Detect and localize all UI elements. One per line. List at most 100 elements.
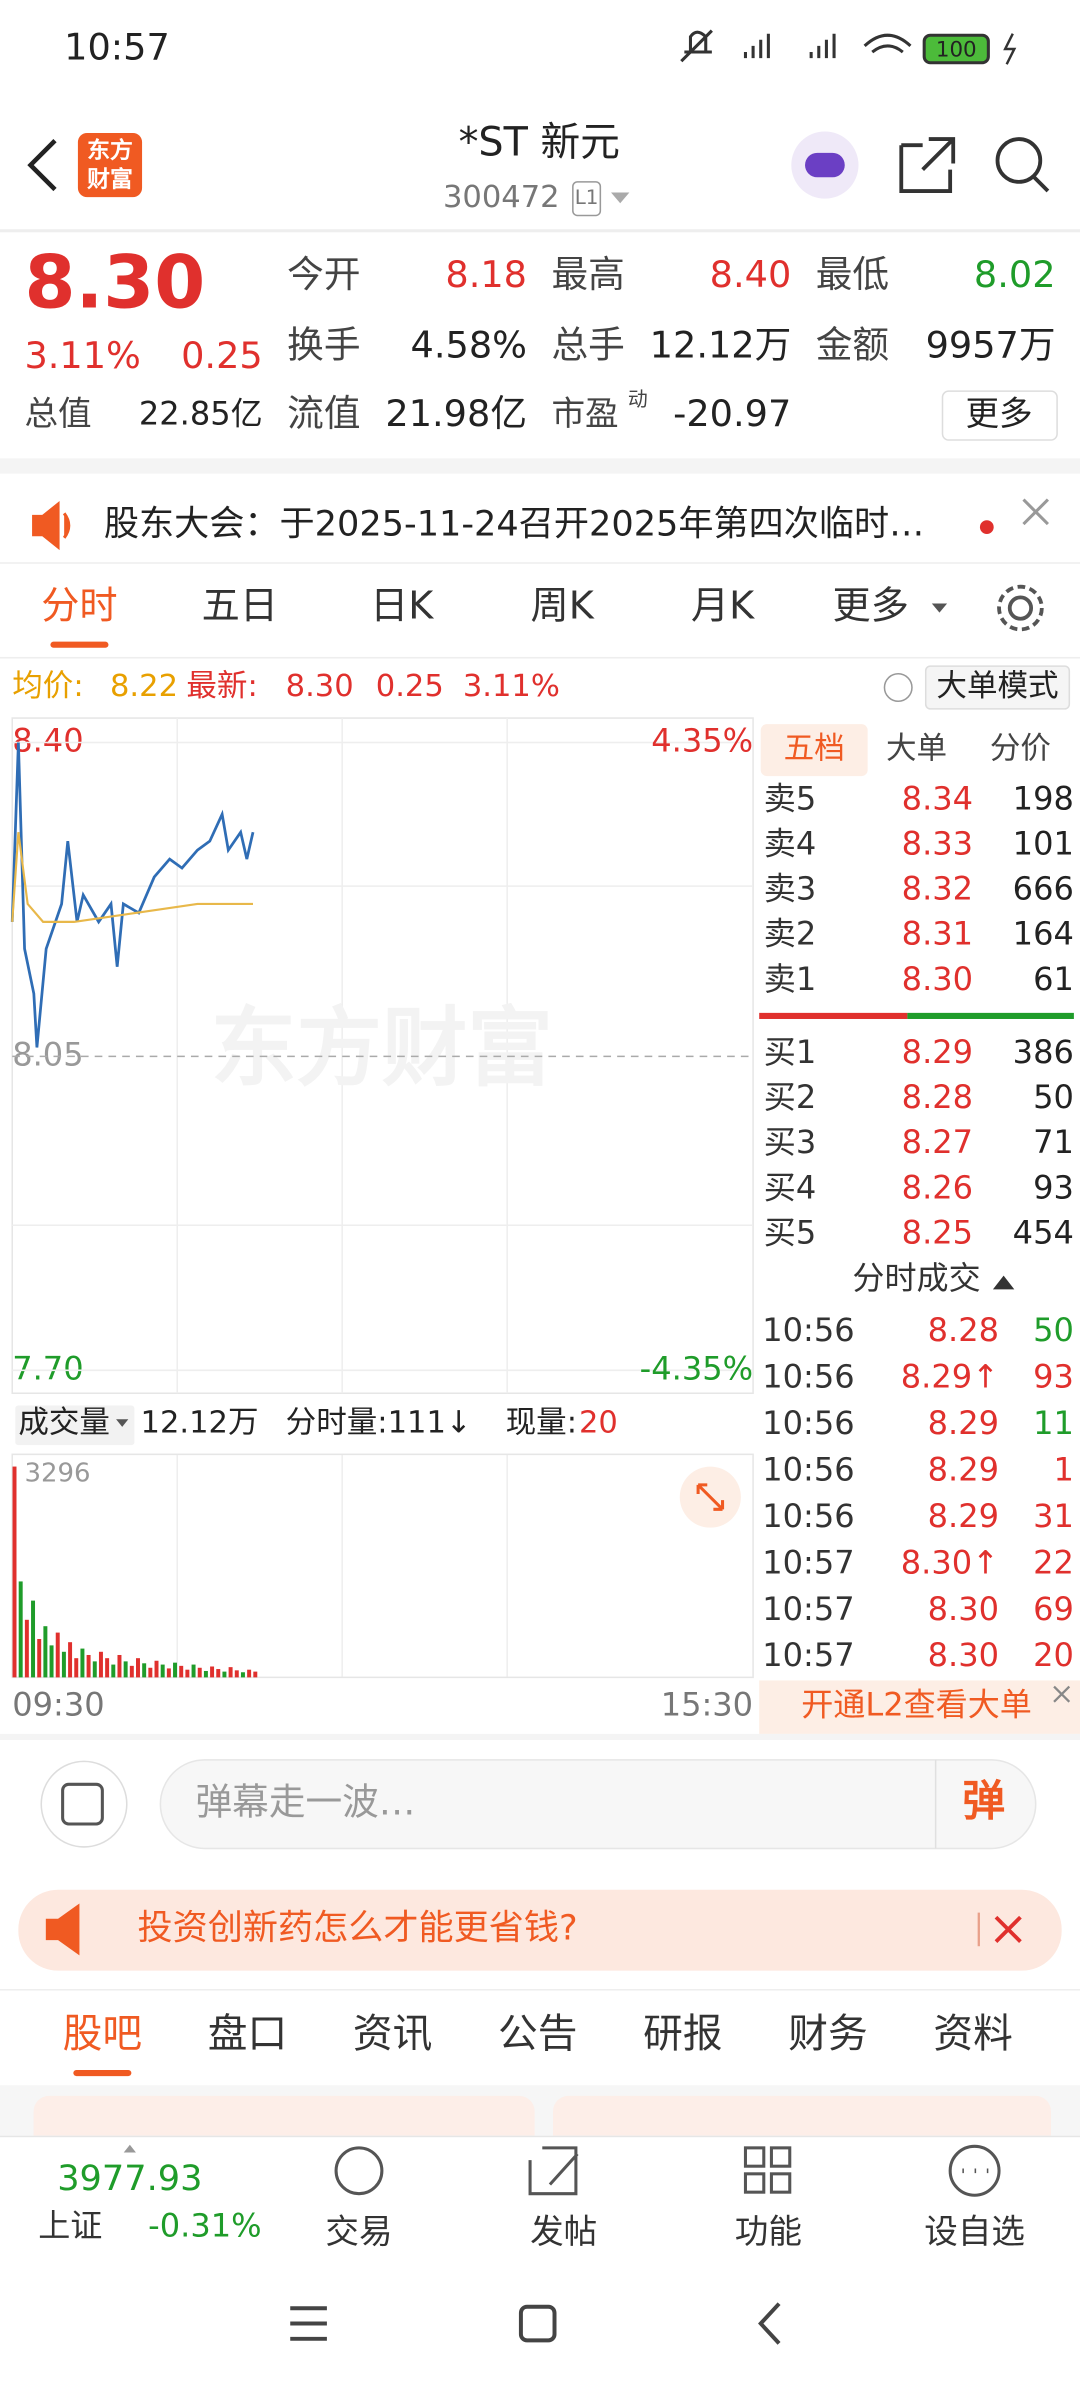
book-volume: 93: [1033, 1168, 1074, 1206]
active-tab-bg: [760, 724, 868, 777]
volume-bar: [253, 1671, 258, 1678]
volume-bar: [210, 1666, 215, 1678]
chart-tab[interactable]: 周K: [531, 585, 595, 629]
chart-tab[interactable]: 分时: [41, 585, 117, 629]
book-tab[interactable]: 分价: [990, 732, 1051, 767]
close-l2[interactable]: [1053, 1685, 1071, 1703]
y-tick-label: 8.05: [12, 1035, 83, 1073]
chart-tab[interactable]: 更多: [833, 585, 909, 629]
content-tab[interactable]: 股吧: [63, 2011, 142, 2057]
content-tab[interactable]: 公告: [498, 2011, 577, 2057]
index-value[interactable]: 3977.93: [57, 2158, 202, 2199]
nav-item[interactable]: 发帖: [530, 2212, 597, 2251]
search-icon[interactable]: [995, 137, 1050, 193]
field-label: 市盈: [551, 394, 618, 433]
chart-tab[interactable]: 月K: [691, 585, 755, 629]
nav-item[interactable]: 交易: [325, 2212, 392, 2251]
y-tick-label: 3296: [24, 1459, 90, 1489]
notice-text[interactable]: 股东大会：于2025-11-24召开2025年第四次临时…: [104, 504, 924, 545]
collapse-arrow[interactable]: [992, 1275, 1015, 1290]
danmaku-button[interactable]: 弹: [962, 1777, 1005, 1827]
content-tab[interactable]: 资料: [933, 2011, 1012, 2057]
volume-bar: [136, 1658, 140, 1678]
logo-text: 东方: [87, 137, 133, 164]
volume-bar: [68, 1642, 73, 1678]
nav-item[interactable]: 功能: [735, 2212, 802, 2251]
trade-price: 8.30: [928, 1636, 999, 1674]
close-ad[interactable]: [994, 1915, 1022, 1943]
field-label: 金额: [816, 323, 889, 366]
book-volume: 198: [1013, 780, 1074, 818]
help-icon[interactable]: [883, 672, 913, 703]
volume-bar: [86, 1654, 91, 1678]
system-nav: [0, 2263, 1080, 2400]
book-volume: 61: [1033, 960, 1074, 998]
trade-time: 10:56: [762, 1497, 854, 1535]
mode-button[interactable]: [924, 665, 1071, 710]
book-price: 8.27: [902, 1123, 973, 1161]
back-button[interactable]: [27, 139, 57, 192]
dropdown-arrow: [116, 1419, 129, 1427]
divider: [0, 1988, 1080, 1991]
content-tab[interactable]: 盘口: [208, 2011, 287, 2057]
field-label: 换手: [287, 323, 360, 366]
price-line: [10, 742, 255, 1048]
volume-bar: [31, 1600, 36, 1678]
chart-tab[interactable]: 日K: [370, 585, 434, 629]
book-volume: 386: [1013, 1033, 1074, 1071]
more-button[interactable]: [941, 390, 1058, 441]
book-price: 8.31: [902, 915, 973, 953]
share-icon[interactable]: [899, 137, 956, 193]
volume-bar: [49, 1645, 54, 1678]
volume-bar: [191, 1664, 196, 1678]
ad-text[interactable]: 投资创新药怎么才能更省钱?: [137, 1907, 577, 1948]
trades-title[interactable]: 分时成交: [852, 1259, 980, 1297]
y2-tick-label: -4.35%: [640, 1349, 753, 1387]
volume-bar: [117, 1654, 122, 1678]
trade-price: 8.29: [928, 1404, 999, 1442]
chart-tab[interactable]: 五日: [202, 585, 278, 629]
l2-link[interactable]: 开通L2查看大单: [801, 1685, 1032, 1723]
content-tab[interactable]: 研报: [643, 2011, 722, 2057]
minute-volume: 分时量:111↓: [286, 1405, 472, 1440]
logo-text: 财富: [87, 166, 133, 193]
volume-bar: [61, 1651, 66, 1678]
comment-glyph: [61, 1782, 104, 1826]
volume-bar: [154, 1660, 159, 1678]
field-label: 最高: [551, 253, 624, 296]
mode-button[interactable]: 大单模式: [936, 669, 1058, 704]
field-value: 21.98亿: [385, 392, 527, 435]
ad-banner[interactable]: [18, 1889, 1062, 1971]
change-pct: 3.11%: [463, 669, 560, 704]
y-tick-label: 8.40: [12, 721, 83, 759]
comment-placeholder[interactable]: 弹幕走一波…: [196, 1781, 416, 1824]
price-line: [11, 832, 254, 923]
trade-price: 8.28: [928, 1311, 999, 1349]
system-buttons[interactable]: [290, 2302, 781, 2345]
content-tab[interactable]: 资讯: [353, 2011, 432, 2057]
nav-item[interactable]: 设自选: [924, 2212, 1025, 2251]
clock: 10:57: [64, 25, 170, 68]
current-label: 现量:: [506, 1405, 577, 1440]
comment-input[interactable]: [159, 1759, 1037, 1850]
ask-ratio: [759, 1012, 908, 1019]
change-amount: 0.25: [181, 334, 263, 377]
volume-bar: [240, 1672, 245, 1678]
field-value: 8.40: [710, 253, 792, 296]
trade-volume: 1: [1053, 1450, 1073, 1488]
field-value: 12.12万: [650, 323, 792, 366]
nav-icons: [334, 2144, 1001, 2197]
comment-icon[interactable]: [40, 1760, 128, 1848]
content-tab[interactable]: 财务: [788, 2011, 867, 2057]
book-tab[interactable]: 大单: [886, 732, 947, 767]
l2-banner[interactable]: [759, 1680, 1080, 1734]
book-tab[interactable]: 五档: [784, 732, 845, 767]
settings-icon[interactable]: [997, 584, 1044, 632]
close-notice[interactable]: [1022, 498, 1050, 526]
book-label: 买4: [764, 1168, 816, 1206]
book-label: 买3: [764, 1123, 816, 1161]
level-tag: L1: [575, 186, 599, 209]
more-button[interactable]: 更多: [965, 394, 1032, 433]
volume-selector[interactable]: [15, 1405, 135, 1446]
volume-selector[interactable]: 成交量: [18, 1405, 110, 1440]
